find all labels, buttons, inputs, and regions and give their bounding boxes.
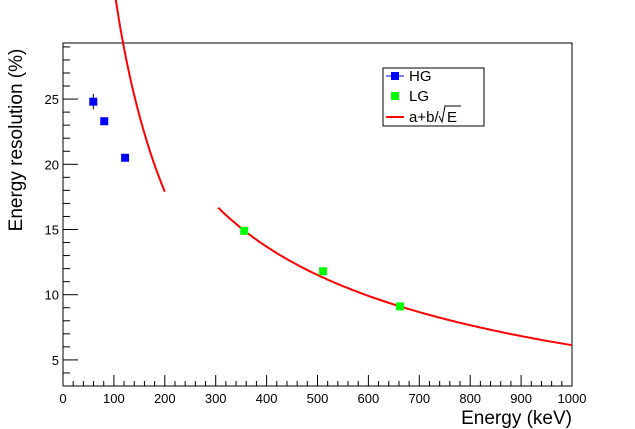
x-tick-label: 800 (459, 391, 481, 406)
y-tick-label: 15 (45, 222, 59, 237)
legend-hg-label: HG (409, 68, 432, 85)
marker-lg (395, 302, 404, 311)
data-point-hg (100, 117, 109, 126)
data-point-hg (89, 93, 98, 110)
x-tick-label: 200 (154, 391, 176, 406)
y-tick-label: 25 (45, 92, 59, 107)
x-tick-label: 600 (358, 391, 380, 406)
y-tick-label: 5 (52, 353, 59, 368)
y-axis-label: Energy resolution (%) (6, 49, 27, 232)
data-point-hg (121, 153, 130, 162)
data-point-lg (319, 267, 328, 276)
sqrt-symbol (438, 105, 461, 124)
legend-hg-marker (391, 72, 399, 80)
marker-lg (319, 267, 328, 276)
x-tick-label: 400 (256, 391, 278, 406)
x-tick-label: 0 (59, 391, 66, 406)
fit-curve (217, 206, 573, 347)
x-tick-label: 500 (307, 391, 329, 406)
plot-frame (62, 42, 573, 387)
fit-curve (114, 0, 166, 193)
x-tick-label: 700 (408, 391, 430, 406)
legend-lg-marker (391, 92, 399, 100)
marker-lg (240, 226, 249, 235)
marker-hg (100, 117, 109, 126)
data-point-lg (240, 226, 249, 235)
x-tick-label: 100 (103, 391, 125, 406)
legend-fit-label: a+b/ (409, 109, 439, 126)
data-point-lg (395, 302, 404, 311)
marker-hg (121, 153, 130, 162)
x-axis-label: Energy (keV) (461, 408, 572, 429)
marker-hg (89, 97, 98, 106)
x-tick-label: 1000 (558, 391, 587, 406)
x-tick-label: 300 (205, 391, 227, 406)
legend-fit-sqrt-arg: E (447, 109, 457, 126)
x-tick-label: 900 (510, 391, 532, 406)
y-tick-label: 10 (45, 288, 59, 303)
legend: HG LG a+b/ E (382, 67, 485, 127)
y-tick-label: 20 (45, 157, 59, 172)
legend-lg-label: LG (409, 88, 429, 105)
